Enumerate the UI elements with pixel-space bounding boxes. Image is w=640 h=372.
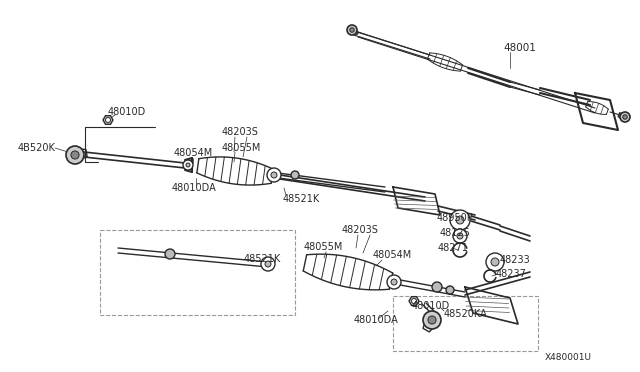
Circle shape — [71, 151, 79, 159]
Circle shape — [456, 216, 464, 224]
Circle shape — [391, 279, 397, 285]
Circle shape — [106, 118, 111, 122]
Circle shape — [183, 160, 193, 170]
Text: 48203S: 48203S — [222, 127, 259, 137]
Text: 48010D: 48010D — [412, 301, 451, 311]
Circle shape — [261, 257, 275, 271]
Circle shape — [387, 275, 401, 289]
Circle shape — [432, 282, 442, 292]
Circle shape — [446, 286, 454, 294]
Polygon shape — [103, 116, 113, 124]
Bar — [393, 296, 538, 351]
Circle shape — [486, 253, 504, 271]
Circle shape — [271, 172, 277, 178]
Text: 48521K: 48521K — [283, 194, 320, 204]
Text: 48010D: 48010D — [108, 107, 147, 117]
Text: 48010DA: 48010DA — [354, 315, 399, 325]
Text: 48054M: 48054M — [373, 250, 412, 260]
Circle shape — [423, 311, 441, 329]
Text: 48055M: 48055M — [304, 242, 344, 252]
Text: 48125: 48125 — [440, 228, 471, 238]
Text: 48010DA: 48010DA — [172, 183, 217, 193]
Text: 4B520K: 4B520K — [18, 143, 56, 153]
Text: 48237: 48237 — [496, 269, 527, 279]
Circle shape — [165, 249, 175, 259]
Circle shape — [450, 210, 470, 230]
Text: 48271: 48271 — [438, 243, 469, 253]
Circle shape — [412, 298, 417, 304]
Circle shape — [453, 229, 467, 243]
Circle shape — [349, 28, 355, 32]
Circle shape — [267, 168, 281, 182]
Circle shape — [620, 112, 630, 122]
Circle shape — [457, 233, 463, 239]
Circle shape — [428, 316, 436, 324]
Text: X480001U: X480001U — [545, 353, 592, 362]
Circle shape — [623, 115, 627, 119]
Text: 48055M: 48055M — [222, 143, 261, 153]
Text: 48521K: 48521K — [244, 254, 281, 264]
Text: 48520KA: 48520KA — [444, 309, 488, 319]
Text: 48001: 48001 — [503, 43, 536, 53]
Circle shape — [265, 261, 271, 267]
Bar — [100, 230, 295, 315]
Text: 48054M: 48054M — [174, 148, 213, 158]
Text: 48233: 48233 — [500, 255, 531, 265]
Circle shape — [186, 163, 190, 167]
Circle shape — [66, 146, 84, 164]
Circle shape — [291, 171, 299, 179]
Polygon shape — [409, 296, 419, 305]
Text: 48203S: 48203S — [342, 225, 379, 235]
Circle shape — [491, 258, 499, 266]
Text: 48950P: 48950P — [437, 213, 474, 223]
Circle shape — [347, 25, 357, 35]
